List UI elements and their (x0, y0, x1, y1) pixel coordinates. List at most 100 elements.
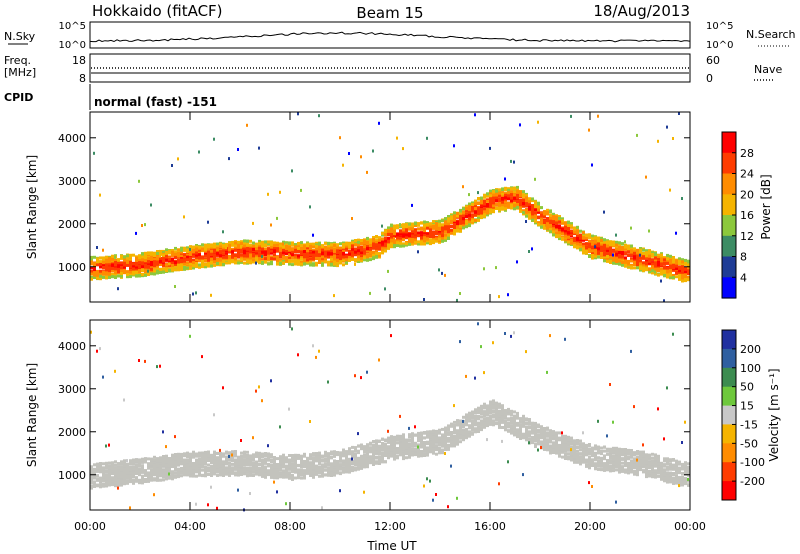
power-cell (234, 253, 237, 257)
power-cell (132, 267, 135, 271)
power-cell (183, 267, 186, 271)
power-cell (369, 254, 372, 258)
power-cell (180, 258, 183, 262)
power-cell (210, 249, 213, 253)
power-cell (273, 241, 276, 245)
power-cell (411, 238, 414, 241)
power-cell (456, 298, 458, 302)
power-cell (252, 252, 255, 256)
power-cell (468, 219, 471, 223)
power-cell (672, 274, 675, 277)
velocity-cell (126, 462, 129, 466)
power-cell (114, 267, 117, 271)
power-cell (366, 253, 369, 257)
power-cell (186, 255, 189, 259)
power-cell (678, 265, 681, 269)
power-cell (114, 271, 117, 274)
power-cell (348, 259, 351, 262)
power-cell (252, 241, 255, 245)
power-cell (408, 224, 411, 228)
power-cell (609, 240, 612, 244)
power-cell (108, 274, 111, 278)
power-cell (516, 260, 518, 264)
power-cell (519, 193, 522, 197)
station-title: Hokkaido (fitACF) (92, 2, 223, 20)
power-cell (501, 200, 504, 204)
power-cell (333, 259, 336, 263)
power-cell (120, 266, 123, 270)
velocity-cell (96, 462, 99, 466)
velocity-cell (141, 468, 144, 472)
power-cell (492, 196, 495, 200)
power-cell (450, 228, 453, 232)
power-cell (306, 242, 309, 246)
power-cell (300, 260, 303, 264)
power-cell (246, 123, 248, 127)
power-cell (597, 238, 600, 241)
power-cell (681, 279, 684, 283)
power-cell (477, 218, 480, 222)
power-cell (444, 227, 447, 231)
velocity-cell (99, 467, 102, 471)
power-cell (174, 252, 177, 256)
power-cell (225, 254, 228, 258)
velocity-cell (120, 483, 123, 487)
power-cell (105, 259, 108, 262)
power-cell (663, 262, 666, 266)
power-cell (228, 254, 231, 258)
power-cell (360, 259, 363, 263)
velocity-cell (114, 463, 117, 467)
power-cell (411, 234, 414, 238)
power-cell (270, 262, 273, 266)
power-cell (264, 250, 267, 254)
power-cell (201, 259, 204, 263)
y-tick-label: 2000 (58, 218, 86, 231)
power-cell (357, 243, 360, 247)
power-cell (504, 207, 507, 211)
velocity-cell (138, 461, 141, 464)
velocity-cell (99, 463, 102, 467)
power-cell (150, 203, 152, 207)
velocity-cell (123, 471, 126, 475)
power-cell (594, 248, 597, 252)
power-cell (174, 268, 177, 272)
power-cell (192, 292, 194, 296)
power-cell (531, 204, 534, 208)
power-cell (468, 221, 471, 225)
power-cell (312, 257, 315, 261)
power-cell (609, 248, 612, 251)
power-cell (540, 219, 543, 223)
power-cell (288, 241, 291, 245)
power-cell (402, 233, 405, 237)
power-cell (615, 245, 618, 249)
power-cell (330, 260, 333, 264)
power-cell (135, 265, 138, 269)
power-cell (648, 259, 651, 263)
power-cell (360, 257, 363, 261)
power-cell (381, 237, 384, 241)
power-cell (630, 249, 633, 253)
power-cell (672, 259, 675, 263)
power-cell (312, 242, 315, 246)
velocity-cell (105, 463, 108, 467)
power-cell (144, 256, 147, 260)
power-cell (504, 196, 507, 200)
power-cell (276, 259, 279, 262)
power-cell (228, 241, 231, 245)
power-cell (237, 148, 239, 151)
power-cell (258, 260, 261, 264)
power-cell (435, 222, 438, 226)
power-cell (252, 221, 254, 225)
power-cell (459, 292, 461, 295)
velocity-cell (114, 478, 117, 482)
power-cell (414, 240, 417, 244)
velocity-cell (102, 375, 104, 379)
power-cell (150, 265, 153, 269)
power-cell (255, 249, 258, 253)
power-cell (396, 224, 399, 228)
power-cell (453, 227, 456, 231)
velocity-cell (126, 467, 129, 471)
power-cell (567, 224, 570, 228)
power-cell (171, 164, 173, 167)
power-cell (261, 240, 264, 244)
